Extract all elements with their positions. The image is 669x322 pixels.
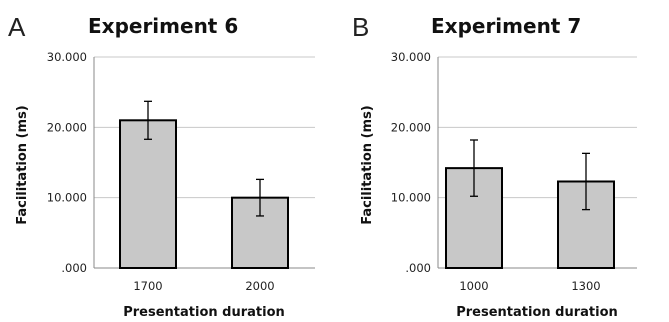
panel-title: Experiment 6 [88, 14, 238, 38]
error-bar [470, 139, 478, 197]
y-tick-label: 30.000 [47, 50, 87, 64]
y-tick-label: 20.000 [391, 120, 431, 134]
x-tick-label: 1300 [571, 279, 600, 293]
panel-a: A Experiment 6 Facilitation (ms) Present… [8, 12, 315, 320]
y-tick-label: 30.000 [391, 50, 431, 64]
error-bar [256, 178, 264, 217]
x-axis-label: Presentation duration [456, 305, 618, 320]
panel-b: B Experiment 7 Facilitation (ms) Present… [352, 12, 637, 320]
y-tick-label: .000 [405, 261, 431, 275]
error-bar [582, 152, 590, 211]
error-bar [144, 100, 152, 140]
panel-title: Experiment 7 [431, 14, 581, 38]
x-tick-label: 1700 [133, 279, 162, 293]
bar [119, 119, 177, 269]
panel-letter: A [8, 12, 26, 42]
y-tick-label: 10.000 [47, 191, 87, 205]
y-tick-label: .000 [61, 261, 87, 275]
panel-letter: B [352, 12, 369, 42]
y-tick-label: 20.000 [47, 120, 87, 134]
y-tick-label: 10.000 [391, 191, 431, 205]
x-tick-label: 1000 [459, 279, 488, 293]
x-tick-label: 2000 [245, 279, 274, 293]
x-axis-label: Presentation duration [123, 305, 285, 320]
y-axis-label: Facilitation (ms) [15, 105, 30, 225]
y-axis-label: Facilitation (ms) [360, 105, 375, 225]
